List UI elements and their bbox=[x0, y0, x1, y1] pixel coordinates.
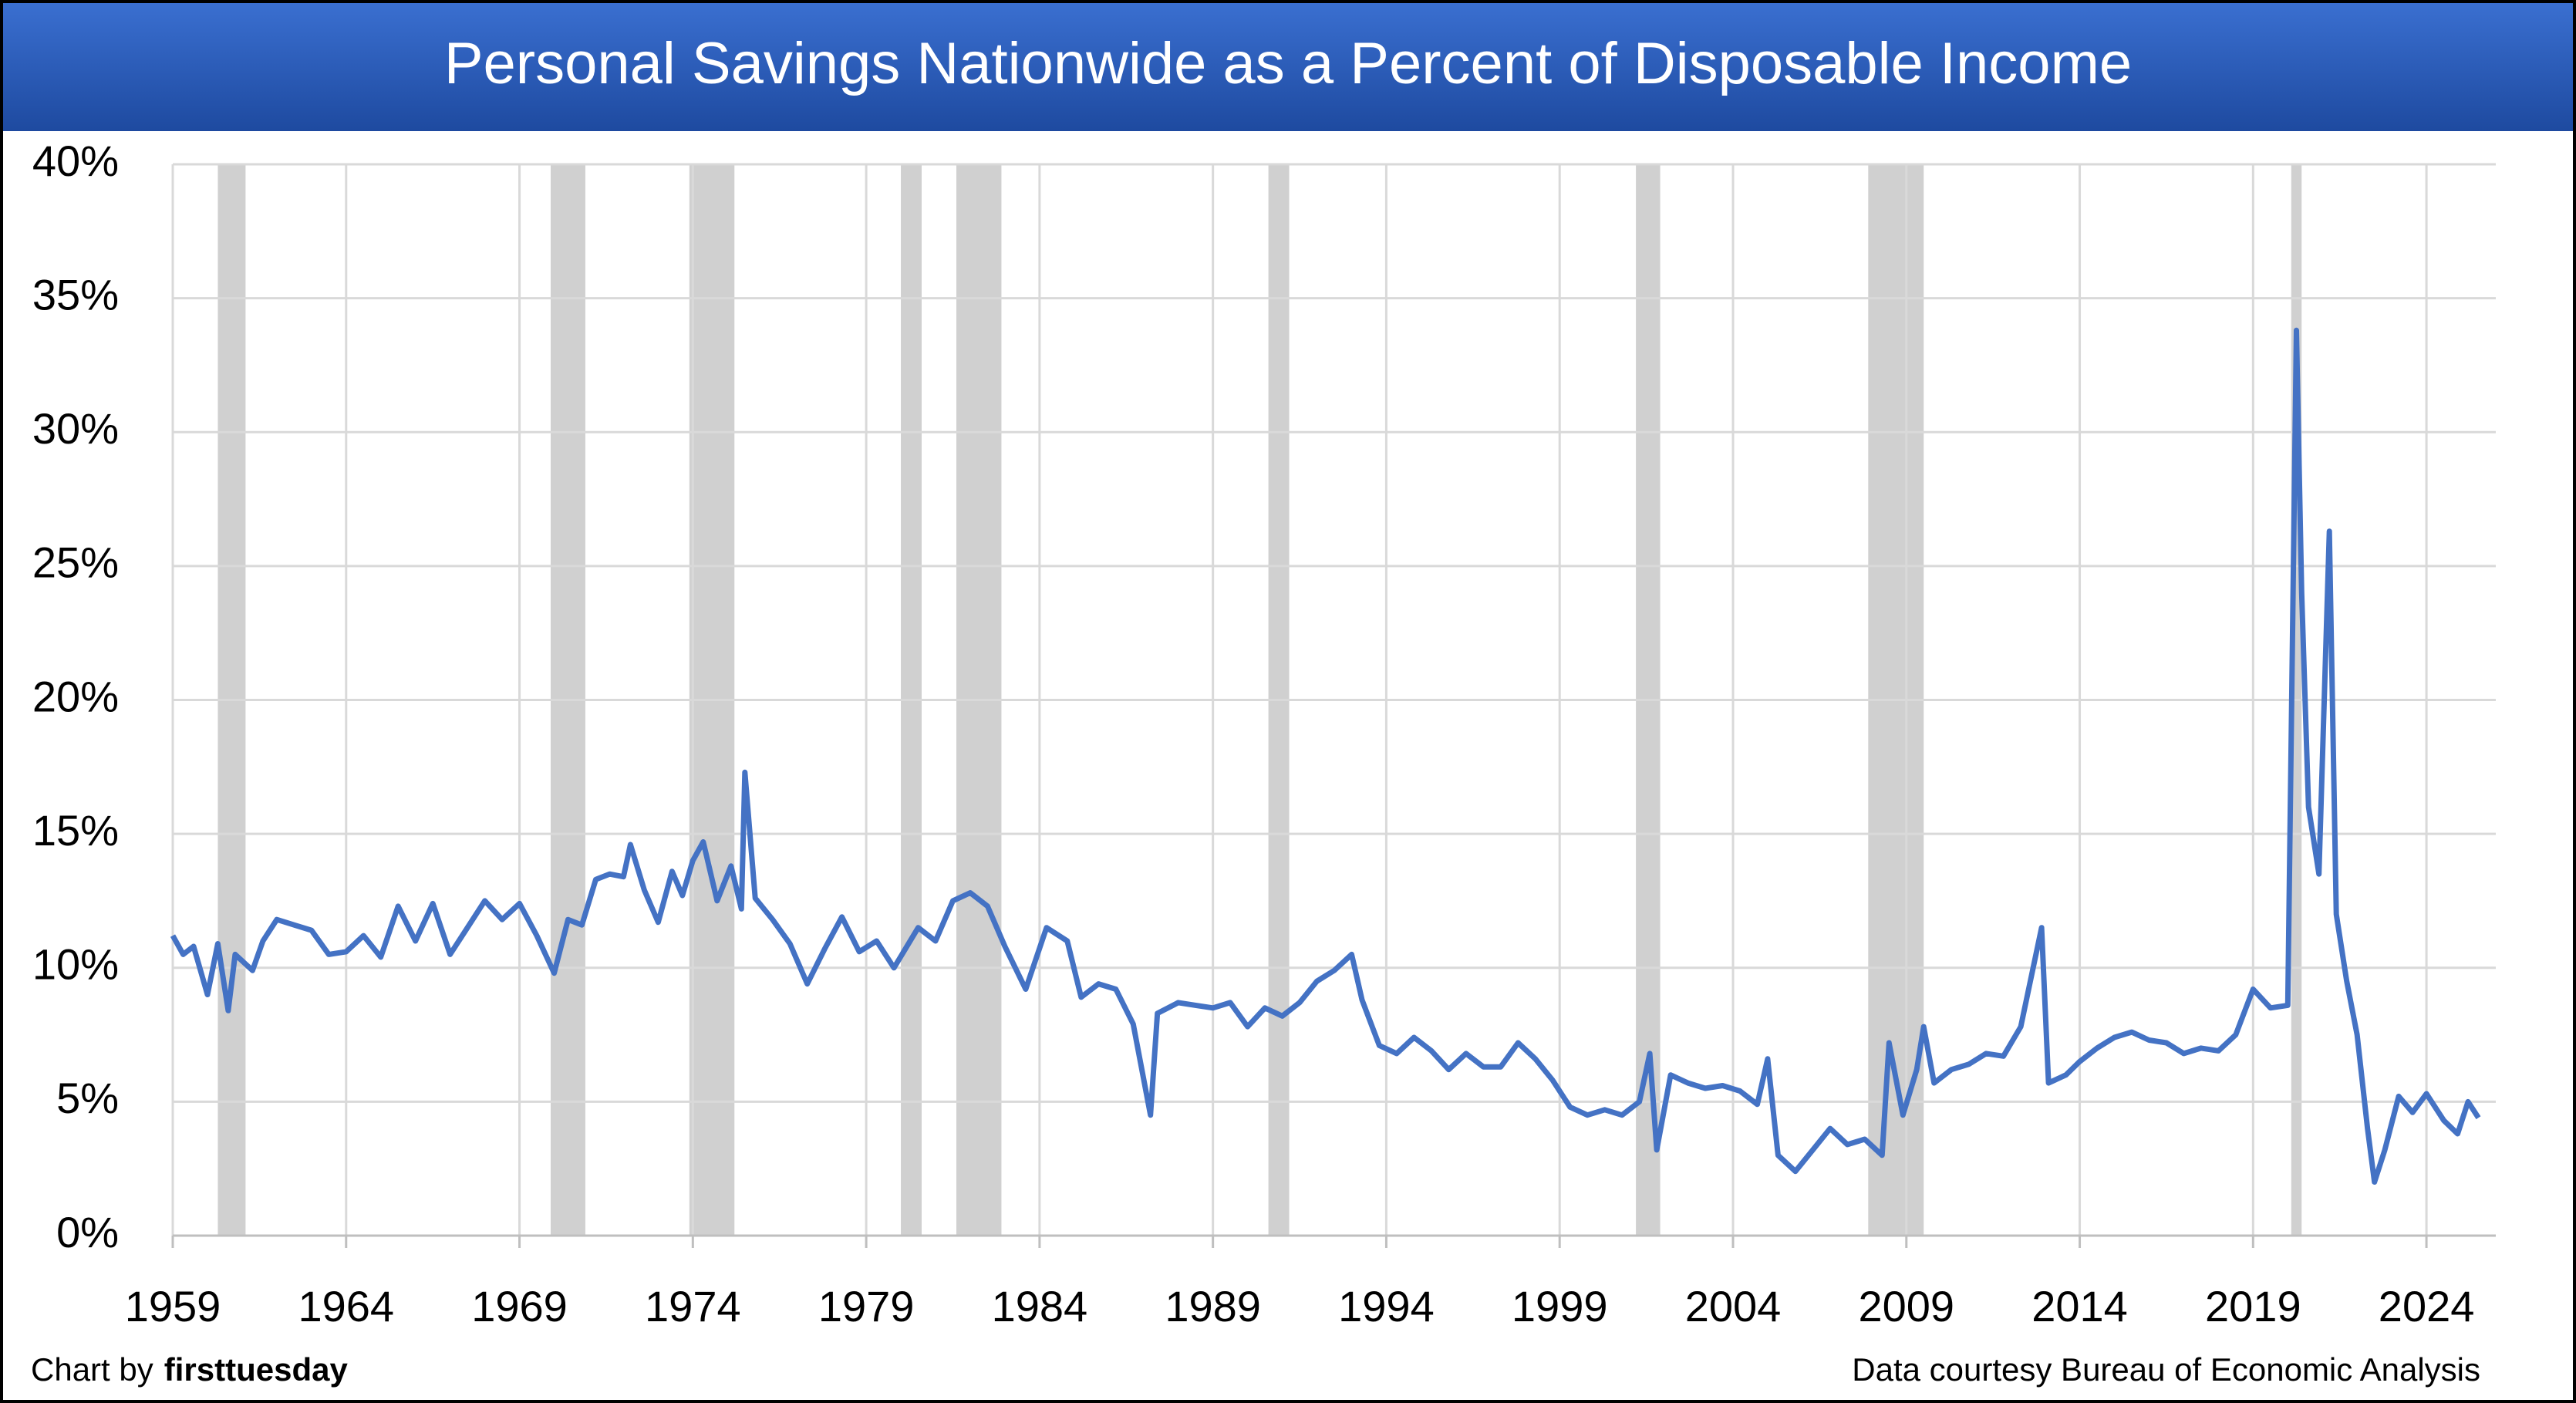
x-tick-label: 2009 bbox=[1858, 1282, 1954, 1330]
x-tick-label: 1974 bbox=[645, 1282, 741, 1330]
y-tick-label: 35% bbox=[32, 270, 119, 319]
x-tick-label: 1984 bbox=[992, 1282, 1088, 1330]
series-line bbox=[170, 327, 2481, 1185]
y-tick-label: 10% bbox=[32, 940, 119, 989]
footer-prefix: Chart by bbox=[31, 1351, 153, 1388]
footer-brand: firsttuesday bbox=[164, 1351, 349, 1388]
y-tick-label: 20% bbox=[32, 672, 119, 720]
x-tick-label: 1989 bbox=[1165, 1282, 1261, 1330]
x-tick-label: 1999 bbox=[1512, 1282, 1608, 1330]
x-tick-label: 2024 bbox=[2379, 1282, 2475, 1330]
y-tick-label: 15% bbox=[32, 806, 119, 855]
y-tick-label: 40% bbox=[32, 137, 119, 185]
y-tick-label: 25% bbox=[32, 538, 119, 587]
x-tick-label: 1979 bbox=[818, 1282, 915, 1330]
y-tick-label: 5% bbox=[56, 1074, 119, 1122]
x-tick-label: 1994 bbox=[1338, 1282, 1435, 1330]
plot-area: 0% 5% 10% 15% 20% 25% 30% 35% 40% 1959 1964 1969 197… bbox=[32, 137, 2496, 1330]
footer-left: Chart by firsttuesday bbox=[31, 1351, 348, 1388]
chart-title: Personal Savings Nationwide as a Percent… bbox=[444, 31, 2132, 96]
title-bar bbox=[3, 3, 2573, 131]
x-tick-label: 2014 bbox=[2031, 1282, 2128, 1330]
x-tick-label: 1964 bbox=[298, 1282, 394, 1330]
y-tick-label: 30% bbox=[32, 404, 119, 453]
x-tick-label: 1969 bbox=[471, 1282, 568, 1330]
x-tick-label: 2019 bbox=[2205, 1282, 2301, 1330]
x-tick-label: 2004 bbox=[1685, 1282, 1782, 1330]
x-tick-label: 1959 bbox=[125, 1282, 221, 1330]
footer-right: Data courtesy Bureau of Economic Analysi… bbox=[1852, 1351, 2480, 1388]
y-tick-label: 0% bbox=[56, 1208, 119, 1256]
